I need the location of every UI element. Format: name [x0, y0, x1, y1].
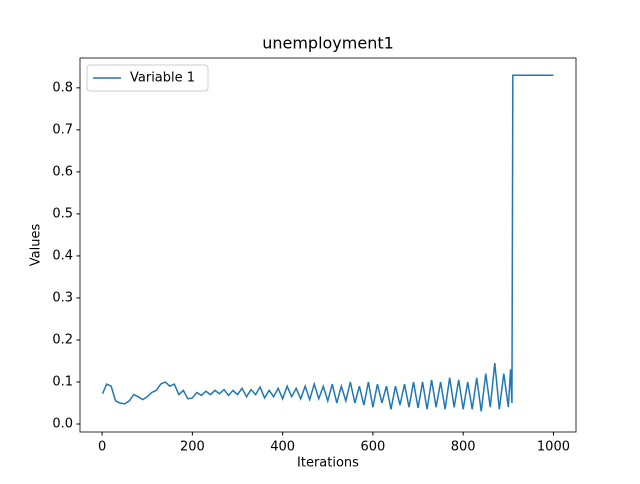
x-axis-label: Iterations	[297, 456, 359, 471]
y-axis-label: Values	[29, 224, 44, 267]
y-tick-label: 0.1	[52, 374, 73, 389]
x-tick-label: 400	[270, 440, 295, 455]
y-tick-label: 0.2	[52, 332, 73, 347]
data-line	[101, 74, 554, 412]
x-tick-label: 1000	[537, 440, 570, 455]
legend-label: Variable 1	[130, 71, 195, 86]
x-tick-label: 800	[451, 440, 476, 455]
y-tick-label: 0.8	[52, 80, 73, 95]
y-tick-label: 0.4	[52, 248, 73, 263]
y-tick-label: 0.6	[52, 164, 73, 179]
axes-frame	[79, 57, 577, 433]
legend-box	[86, 64, 209, 92]
x-tick-label: 600	[360, 440, 385, 455]
y-tick-label: 0.0	[52, 417, 73, 432]
y-tick-label: 0.5	[52, 206, 73, 221]
y-tick-label: 0.7	[52, 122, 73, 137]
chart-title: unemployment1	[262, 34, 394, 53]
y-tick-label: 0.3	[52, 290, 73, 305]
x-tick-label: 0	[98, 440, 106, 455]
x-tick-label: 200	[180, 440, 205, 455]
